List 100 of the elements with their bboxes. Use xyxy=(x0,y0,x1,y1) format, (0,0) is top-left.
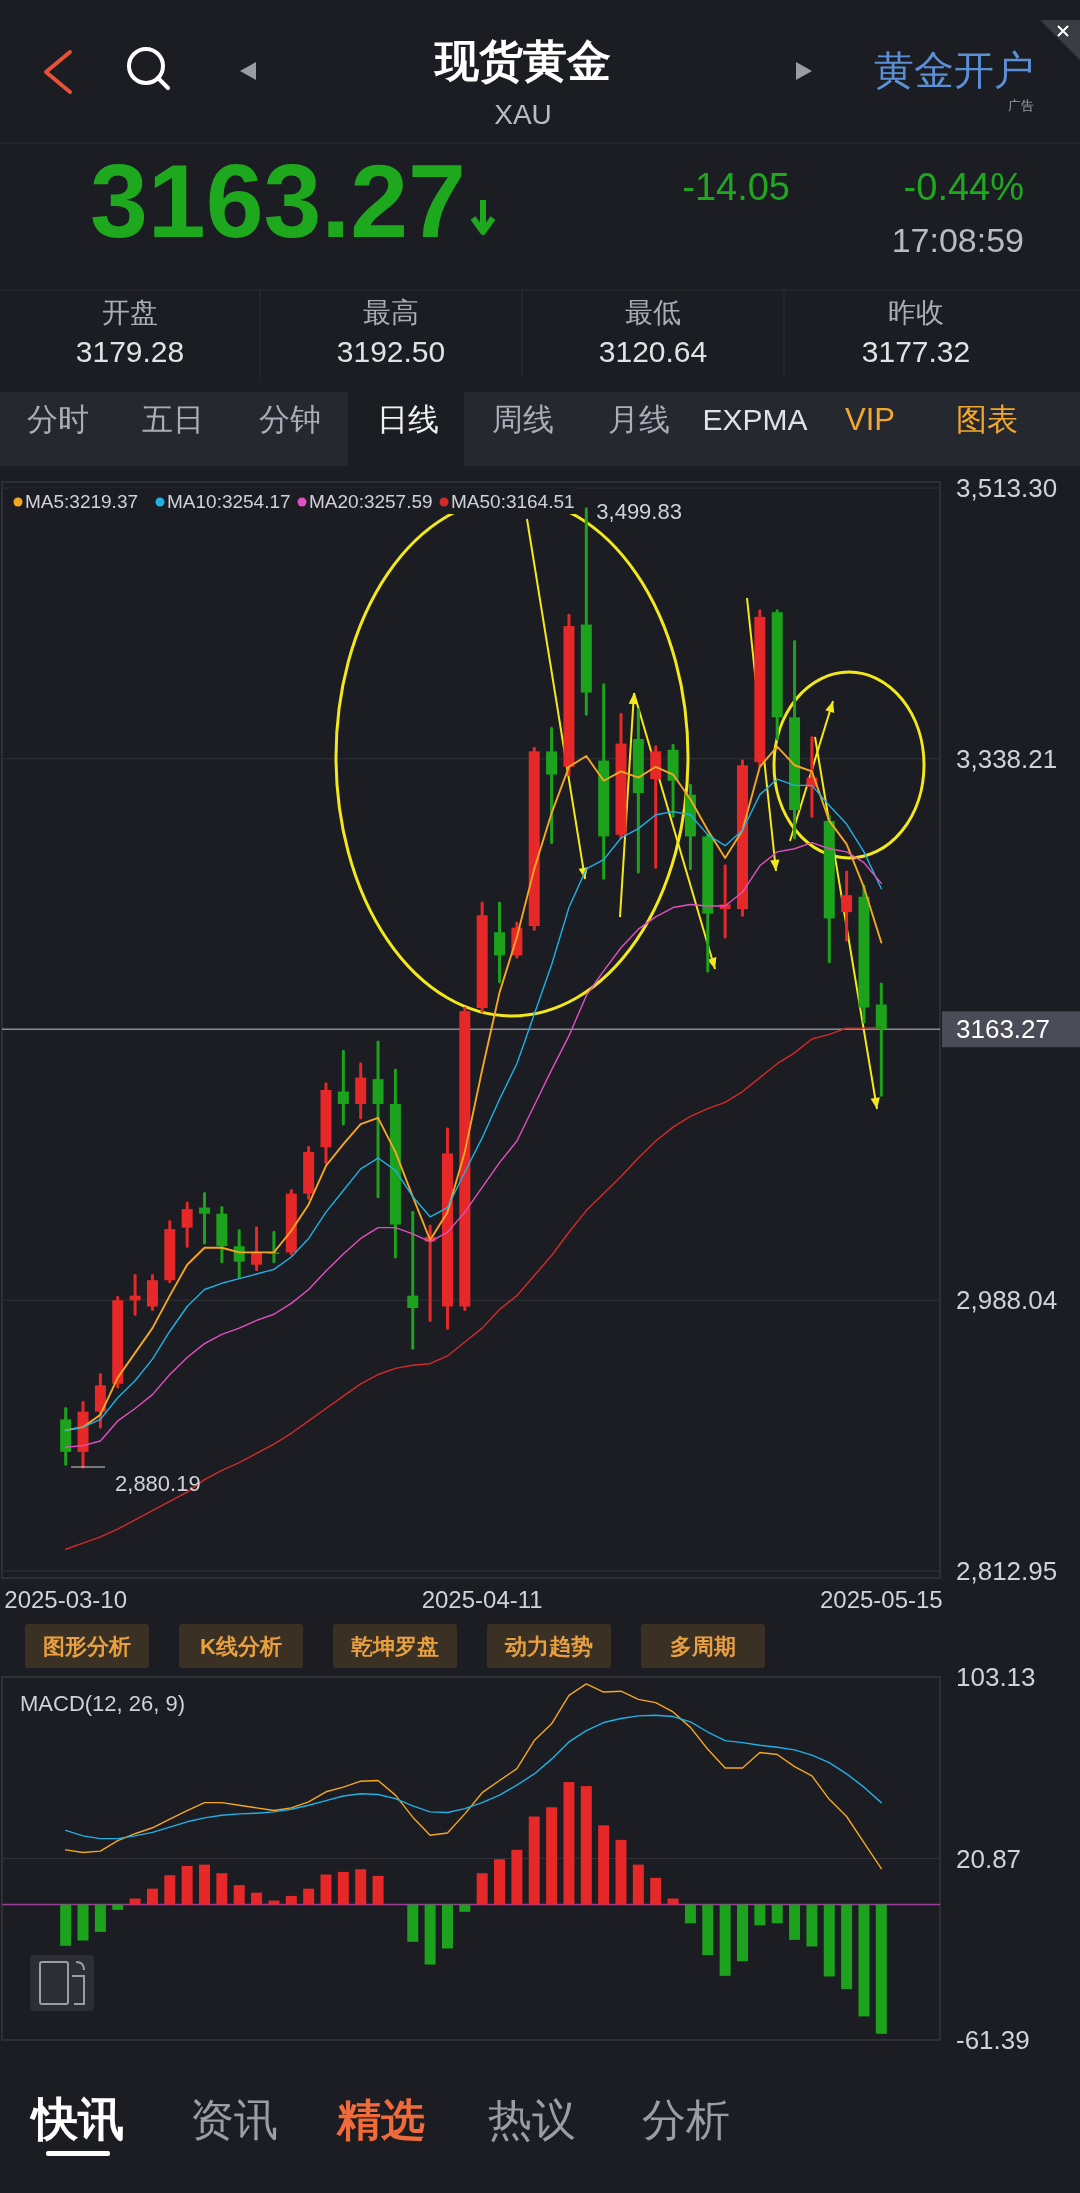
text: K线分析 xyxy=(200,1634,282,1659)
bar xyxy=(806,1904,818,1947)
x-tick-label: 2025-04-11 xyxy=(421,1586,543,1613)
x-tick-label: 2025-05-15 xyxy=(819,1586,943,1613)
text: 分钟 xyxy=(259,402,321,437)
bar xyxy=(372,1875,384,1905)
bar xyxy=(823,1904,835,1977)
line-series xyxy=(64,1714,883,1840)
chart-title: 现货黄金 xyxy=(433,36,611,85)
candlestick xyxy=(233,1229,245,1279)
bar xyxy=(563,1782,575,1905)
bar xyxy=(771,1904,783,1924)
text: 3177.32 xyxy=(861,335,971,368)
bar xyxy=(650,1877,662,1905)
text: 资讯 xyxy=(190,2095,278,2144)
text: MACD(12, 26, 9) xyxy=(20,1691,186,1716)
bar xyxy=(789,1904,801,1940)
bar xyxy=(94,1904,106,1932)
bar xyxy=(736,1904,748,1962)
bar xyxy=(112,1904,124,1910)
bar xyxy=(181,1865,193,1905)
bar xyxy=(407,1904,419,1942)
bar xyxy=(164,1875,176,1905)
text: -0.44% xyxy=(903,166,1024,208)
bar xyxy=(719,1904,731,1976)
text: 3179.28 xyxy=(75,335,185,368)
bar xyxy=(233,1885,245,1905)
bar xyxy=(476,1873,488,1905)
text: 周线 xyxy=(492,402,554,437)
bar xyxy=(754,1904,766,1926)
bar xyxy=(355,1869,367,1905)
ref-line-label: 3163.27 xyxy=(956,1014,1050,1045)
bar xyxy=(494,1859,506,1905)
legend-label: MA50:3164.51 xyxy=(451,491,575,512)
text: 五日 xyxy=(142,402,204,437)
text: 广告 xyxy=(1008,98,1034,113)
bar xyxy=(441,1904,453,1949)
bar xyxy=(841,1904,853,1990)
text: -14.05 xyxy=(682,166,790,208)
legend-label: MA20:3257.59 xyxy=(309,491,433,512)
bar xyxy=(129,1898,141,1905)
bar xyxy=(320,1874,332,1905)
x-tick-label: 2025-03-10 xyxy=(4,1586,128,1613)
candlestick xyxy=(407,1210,419,1350)
chart-subtitle: XAU xyxy=(494,99,552,130)
text: 图形分析 xyxy=(43,1634,131,1659)
text: 乾坤罗盘 xyxy=(351,1634,439,1659)
bar xyxy=(858,1904,870,2017)
text: 3163.27 xyxy=(90,143,466,259)
text: 3120.64 xyxy=(598,335,708,368)
annotation: 3,499.83 xyxy=(596,498,682,524)
bar xyxy=(615,1839,627,1905)
candlestick xyxy=(251,1226,263,1271)
candlestick xyxy=(181,1201,193,1248)
text: 昨收 xyxy=(888,297,944,328)
bar xyxy=(216,1873,228,1905)
annotation: 2,880.19 xyxy=(115,1471,201,1497)
y-tick-label: 3,513.30 xyxy=(956,473,1058,504)
text: 月线 xyxy=(608,402,670,437)
bar xyxy=(60,1904,72,1946)
bar xyxy=(546,1807,558,1905)
text: 分时 xyxy=(27,402,89,437)
bar xyxy=(77,1904,89,1941)
text: 最高 xyxy=(363,297,419,328)
text: 开盘 xyxy=(102,297,158,328)
text: 精选 xyxy=(336,2095,425,2144)
text: 动力趋势 xyxy=(504,1634,593,1659)
text: 3192.50 xyxy=(336,335,446,368)
bar xyxy=(146,1888,158,1905)
bar xyxy=(684,1904,696,1924)
text: 17:08:59 xyxy=(891,221,1024,259)
bar xyxy=(285,1895,297,1905)
bar xyxy=(702,1904,714,1956)
bar xyxy=(528,1816,540,1905)
text: EXPMA xyxy=(702,403,808,436)
y-tick-label: 3,338.21 xyxy=(956,743,1058,774)
text: 多周期 xyxy=(670,1634,736,1659)
text: 热议 xyxy=(488,2095,576,2144)
y-tick-label: 2,988.04 xyxy=(956,1285,1058,1316)
bar xyxy=(511,1849,523,1905)
candlestick xyxy=(494,901,506,984)
text: 快讯 xyxy=(29,2093,124,2145)
bar xyxy=(580,1786,592,1905)
bar xyxy=(337,1871,349,1905)
text: 日线 xyxy=(377,402,439,437)
bar xyxy=(667,1898,679,1905)
bar xyxy=(424,1904,436,1965)
candlestick xyxy=(337,1049,349,1126)
y-tick-label: 103.13 xyxy=(956,1662,1036,1693)
candlestick xyxy=(546,726,558,845)
text: 图表 xyxy=(956,402,1018,437)
bar xyxy=(303,1888,315,1905)
candlestick xyxy=(199,1192,211,1245)
text: 黄金开户 xyxy=(874,48,1034,92)
legend-label: MA5:3219.37 xyxy=(25,491,139,512)
bar xyxy=(199,1864,211,1905)
bar xyxy=(632,1864,644,1905)
bar xyxy=(598,1825,610,1905)
legend-label: MA10:3254.17 xyxy=(167,491,291,512)
bar xyxy=(268,1900,280,1905)
